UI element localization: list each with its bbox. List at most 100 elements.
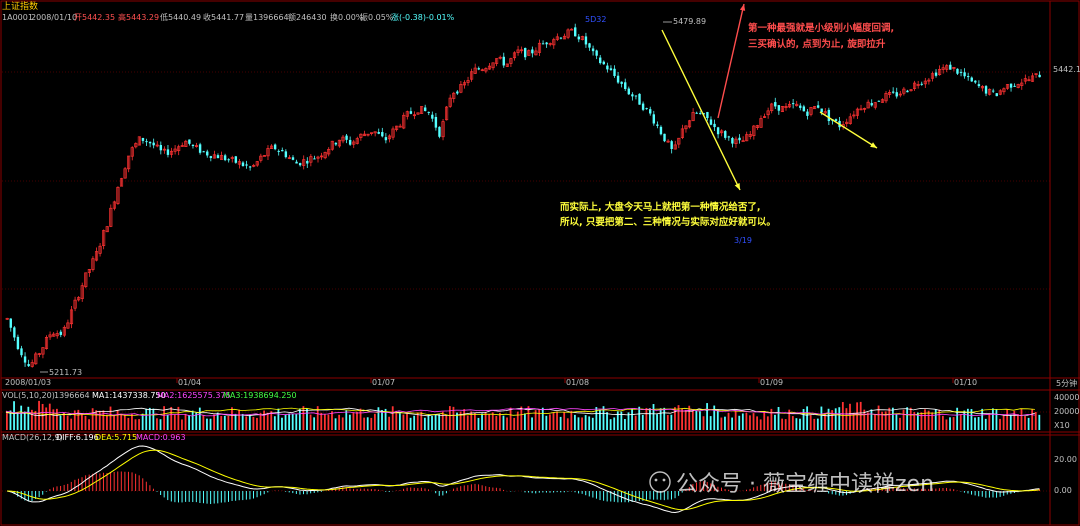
candle-body-up [888,91,892,95]
wechat-icon-eye-right [662,478,666,482]
volume-bar [1024,416,1026,430]
volume-bar [524,413,526,430]
volume-bar [420,411,423,430]
candle-body-down [334,142,338,145]
candle-body-up [470,71,474,80]
volume-bar [581,417,583,430]
candle-body-down [777,105,781,111]
volume-bar [206,418,208,430]
volume-bar [988,413,991,430]
candle-body-up [1034,73,1038,75]
candle-body-down [649,109,652,114]
volume-bar [956,407,959,430]
candle-body-up [498,56,502,59]
volume-bar [166,415,169,430]
red-note-line-2: 三买确认的, 点到为止, 旋即拉升 [748,38,886,50]
volume-bar [359,408,362,430]
candle-body-up [91,258,95,270]
volume-bar [924,409,926,430]
volume-bar [102,410,105,430]
volume-bar [388,416,391,430]
candle-body-down [281,149,284,152]
volume-bar [209,418,212,430]
macd-dea-line [6,449,1040,511]
volume-bar [963,410,966,430]
vol-axis-mid: 200000 [1054,407,1080,416]
candle-body-up [570,28,574,31]
candle-body-up [94,251,99,261]
volume-bar [845,408,848,430]
volume-bar [799,418,801,430]
candle-body-up [484,68,488,72]
turnover-value: 换0.00% [330,12,364,22]
candle-body-down [545,42,548,45]
volume-bar [52,409,55,430]
volume-bar [1031,409,1034,430]
candle-body-down [959,71,963,73]
candle-body-down [588,43,591,48]
volume-bar [427,414,430,430]
candle-body-down [920,83,923,85]
volume-bar [363,417,366,430]
candle-body-up [41,347,45,355]
volume-bar [291,413,294,430]
volume-bar [413,415,416,430]
volume-bar [895,413,898,430]
candle-body-up [916,84,920,86]
volume-bar [966,408,969,430]
candle-body-down [620,81,623,84]
candle-body-down [291,157,295,160]
volume-bar [720,417,723,430]
volume-bar [831,410,834,430]
candle-body-up [212,154,216,159]
volume-bar [1034,411,1037,430]
candle-body-down [895,92,898,97]
volume-bar [641,414,644,430]
volume-bar [273,416,276,430]
candle-body-down [27,364,30,367]
volume-bar [666,415,669,430]
candle-body-up [302,159,306,166]
candle-body-up [537,42,542,53]
candle-body-up [80,285,84,299]
candle-body-down [606,65,609,70]
candle-body-down [306,160,309,164]
volume-bar [813,418,816,430]
vol-value: 1396664 [54,391,90,400]
volume-bar [477,417,480,430]
vol-axis-unit: X10 [1054,421,1070,430]
volume-bar [20,405,23,430]
red-note-line-1: 第一种最强就是小级别小幅度回调, [748,22,894,34]
volume-bar [338,414,341,430]
candle-body-up [945,65,949,70]
candle-body-down [663,133,666,142]
volume-bar [502,415,505,430]
candle-body-up [813,106,817,110]
candle-body-up [466,80,470,83]
candle-body-up [420,106,424,114]
volume-bar [495,415,498,430]
volume-bar [820,406,823,430]
volume-bar [9,410,12,430]
candle-body-up [788,103,792,108]
volume-bar [1002,415,1005,430]
volume-bar [127,417,130,430]
volume-bar [695,410,698,430]
candle-body-down [949,64,952,70]
volume-bar [256,417,258,430]
date: 2008/01/10 [31,13,77,22]
volume-bar [1009,414,1012,430]
volume-bar [227,416,230,430]
volume-bar [159,419,162,430]
candle-body-up [509,58,513,64]
volume-bar [463,409,466,430]
volume-bar [252,416,255,430]
volume-bar [913,412,916,430]
candle-body-up [687,120,692,128]
time-tick-4: 01/09 [760,378,783,387]
candle-body-up [741,140,745,143]
candle-body-down [295,161,298,164]
candle-body-up [1020,82,1024,86]
vol-ma3: MA3:1938694.250 [223,391,297,400]
